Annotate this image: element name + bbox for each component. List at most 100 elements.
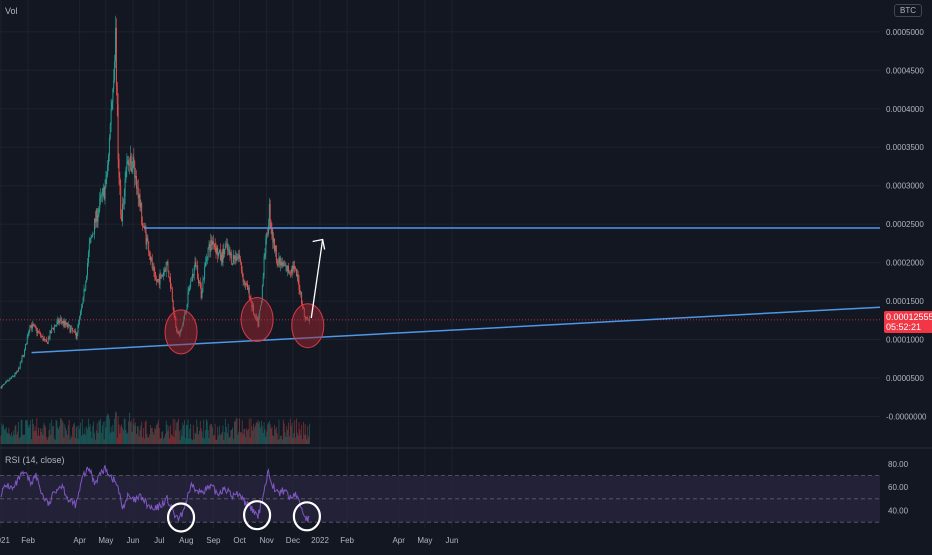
volume-bar xyxy=(210,423,212,444)
volume-bar xyxy=(26,420,28,444)
volume-bar xyxy=(74,437,76,444)
candle-body xyxy=(22,355,24,358)
candle-body xyxy=(89,239,91,244)
candle-body xyxy=(70,328,72,333)
volume-bar xyxy=(297,435,299,444)
volume-bar xyxy=(1,423,3,444)
volume-bar xyxy=(247,429,249,444)
volume-bar xyxy=(103,439,105,444)
volume-bar xyxy=(284,432,286,444)
volume-bar xyxy=(46,439,48,444)
volume-bar xyxy=(219,425,220,444)
volume-bar xyxy=(231,429,233,444)
candle-body xyxy=(261,285,263,301)
time-tick-label: Dec xyxy=(286,536,300,545)
volume-bar xyxy=(216,439,218,444)
candle-body xyxy=(88,243,90,253)
candle-body xyxy=(219,249,221,261)
volume-bar xyxy=(164,437,165,444)
volume-bar xyxy=(184,420,185,444)
candle-body xyxy=(202,280,204,292)
volume-bar xyxy=(54,439,56,444)
candle-body xyxy=(101,195,102,196)
candle-body xyxy=(134,160,136,179)
price-tick-label: 0.0004000 xyxy=(886,105,924,114)
volume-bar xyxy=(243,428,245,444)
candle-body xyxy=(108,138,110,156)
candle-body xyxy=(285,265,287,267)
candle-body xyxy=(177,330,178,332)
rsi-pane xyxy=(0,465,880,533)
volume-bar xyxy=(138,436,140,444)
volume-bar xyxy=(74,422,75,444)
candle-body xyxy=(271,227,273,236)
candle-body xyxy=(48,338,50,339)
candle-body xyxy=(59,320,61,324)
time-tick-label: Jul xyxy=(154,536,164,545)
candle-body xyxy=(291,265,293,273)
volume-bar xyxy=(7,433,9,444)
candle-body xyxy=(248,287,250,298)
volume-bar xyxy=(223,439,225,444)
time-tick-label: 2021 xyxy=(0,536,10,545)
axes: 0.0005000 0.0004500 0.0004000 0.0003500 0.00… xyxy=(0,28,927,545)
volume-bar xyxy=(292,437,294,444)
candle-body xyxy=(281,261,283,266)
volume-bar xyxy=(88,418,89,444)
volume-bar xyxy=(92,425,94,444)
volume-bar xyxy=(105,427,107,444)
volume-bar xyxy=(134,425,136,444)
candle-body xyxy=(121,214,123,222)
candle-body xyxy=(30,325,32,328)
volume-bar xyxy=(288,422,289,444)
candle-body xyxy=(46,342,48,344)
volume-bar xyxy=(253,423,254,444)
drawings xyxy=(0,227,881,355)
volume-bar xyxy=(221,431,223,444)
volume-bar xyxy=(211,424,213,444)
candle-body xyxy=(234,256,236,259)
volume-bar xyxy=(2,426,4,444)
candle-body xyxy=(149,252,151,256)
volume-bar xyxy=(82,434,84,444)
volume-bar xyxy=(237,434,239,444)
candle-body xyxy=(68,324,70,326)
volume-bar xyxy=(75,427,77,444)
candle-body xyxy=(187,291,189,304)
volume-bar xyxy=(65,427,67,444)
volume-bar xyxy=(115,411,116,444)
volume-label: Vol xyxy=(5,6,18,16)
price-tick-label: 0.0003500 xyxy=(886,143,924,152)
volume-bar xyxy=(300,435,302,444)
projection-arrow-head xyxy=(312,238,326,250)
time-tick-label: Apr xyxy=(73,536,86,545)
volume-bar xyxy=(191,439,192,444)
candle-body xyxy=(302,306,304,309)
candle-body xyxy=(244,280,246,286)
candle-body xyxy=(25,344,26,350)
rsi-indicator-label[interactable]: RSI (14, close) xyxy=(5,455,65,465)
volume-bar xyxy=(295,437,296,444)
candle-body xyxy=(21,357,23,362)
volume-bar xyxy=(239,418,241,444)
volume-bar xyxy=(270,428,272,444)
volume-bar xyxy=(11,436,13,444)
price-tick-label: -0.0000000 xyxy=(886,412,927,421)
candle-body xyxy=(92,233,94,236)
candle-body xyxy=(51,328,53,334)
volume-bar xyxy=(108,418,110,444)
volume-bar xyxy=(136,426,138,444)
volume-bar xyxy=(124,418,126,444)
candle-body xyxy=(287,265,289,272)
volume-bar xyxy=(118,424,120,444)
currency-badge[interactable]: BTC xyxy=(894,4,922,17)
volume-bar xyxy=(157,423,158,444)
volume-bar xyxy=(235,418,237,444)
candle-body xyxy=(240,258,241,262)
candle-body xyxy=(221,254,223,263)
volume-bar xyxy=(5,427,7,444)
volume-bar xyxy=(283,423,285,444)
candle-body xyxy=(17,371,19,372)
